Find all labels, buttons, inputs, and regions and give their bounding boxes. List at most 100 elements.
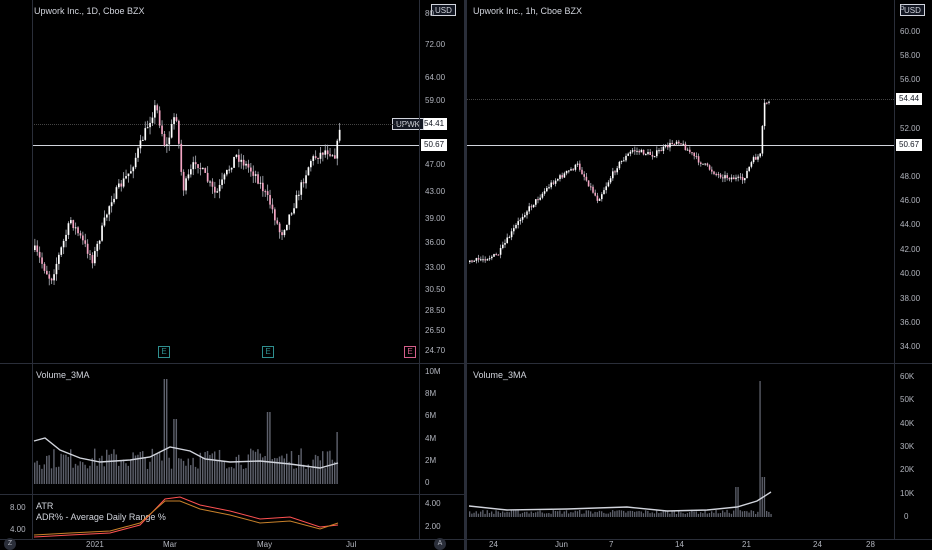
atr-adr-series bbox=[33, 496, 339, 538]
candle-body bbox=[695, 156, 698, 158]
volume-bar bbox=[142, 451, 144, 484]
left-price-tick: 36.00 bbox=[425, 238, 446, 247]
candle-body bbox=[269, 195, 271, 205]
candle-body bbox=[48, 274, 51, 279]
volume-bar bbox=[748, 512, 750, 517]
candle-body bbox=[110, 202, 113, 207]
chart-layout-divider[interactable] bbox=[464, 0, 467, 550]
left-time-tick: Mar bbox=[163, 540, 177, 549]
volume-bar bbox=[543, 513, 546, 517]
candle-body bbox=[475, 258, 478, 261]
candle-body bbox=[469, 260, 471, 262]
candle-body bbox=[240, 159, 243, 162]
candle-body bbox=[719, 174, 722, 178]
candle-body bbox=[618, 161, 621, 169]
volume-bar bbox=[484, 513, 486, 517]
candle-body bbox=[662, 146, 665, 151]
volume-bar bbox=[724, 512, 726, 517]
volume-bar bbox=[537, 511, 539, 517]
candle-body bbox=[638, 150, 640, 153]
candle-body bbox=[300, 182, 303, 195]
candle-body bbox=[257, 174, 259, 184]
upcoming-earnings-icon[interactable]: E bbox=[404, 346, 416, 358]
volume-bar bbox=[605, 513, 607, 517]
volume-bar bbox=[271, 459, 274, 484]
candle-body bbox=[761, 126, 764, 154]
right-volume-label: Volume_3MA bbox=[473, 370, 527, 380]
volume-bar bbox=[576, 511, 579, 517]
volume-bar bbox=[552, 510, 554, 517]
volume-bar bbox=[170, 468, 173, 484]
candle-body bbox=[634, 150, 636, 152]
candle-body bbox=[625, 155, 627, 161]
candle-body bbox=[233, 156, 235, 168]
volume-bar bbox=[579, 510, 581, 517]
candle-body bbox=[570, 169, 572, 171]
right-currency-label[interactable]: USD bbox=[900, 4, 925, 16]
candle-body bbox=[254, 174, 257, 176]
volume-bar bbox=[276, 458, 278, 484]
candle-body bbox=[197, 164, 199, 168]
right-price-tick: 52.00 bbox=[900, 124, 921, 133]
candle-body bbox=[120, 183, 123, 187]
volume-bar bbox=[673, 510, 675, 517]
left-pane-divider[interactable] bbox=[0, 363, 464, 364]
candle-body bbox=[103, 217, 106, 226]
candle-body bbox=[689, 149, 691, 153]
candle-body bbox=[706, 163, 709, 166]
candle-body bbox=[223, 174, 226, 180]
volume-bar bbox=[486, 510, 488, 517]
volume-bar bbox=[559, 510, 561, 517]
candle-body bbox=[55, 263, 58, 275]
volume-bar bbox=[638, 511, 640, 517]
right-price-tick: 38.00 bbox=[900, 294, 921, 303]
volume-bar bbox=[660, 512, 662, 517]
volume-bar bbox=[592, 513, 594, 517]
candle-body bbox=[559, 175, 561, 179]
left-pane-divider[interactable] bbox=[0, 494, 464, 495]
candle-body bbox=[750, 162, 753, 167]
candle-body bbox=[728, 177, 731, 180]
candle-body bbox=[506, 237, 508, 243]
volume-bar bbox=[158, 451, 161, 484]
candle-body bbox=[43, 263, 46, 271]
volume-bar bbox=[305, 468, 307, 484]
candle-body bbox=[746, 170, 748, 179]
right-volume-tick: 20K bbox=[900, 465, 915, 474]
earnings-icon[interactable]: E bbox=[262, 346, 274, 358]
volume-bar bbox=[708, 513, 711, 517]
candle-body bbox=[598, 199, 601, 201]
left-pane-axis-divider bbox=[32, 0, 33, 540]
left-price-tick: 30.50 bbox=[425, 285, 446, 294]
right-pane-divider[interactable] bbox=[467, 363, 932, 364]
candle-body bbox=[206, 172, 209, 182]
left-chart-pane[interactable]: Upwork Inc., 1D, Cboe BZX USD 80 72.00 6… bbox=[0, 0, 464, 550]
volume-bar bbox=[647, 510, 649, 517]
volume-ma-line bbox=[33, 437, 339, 469]
volume-bar bbox=[728, 512, 730, 517]
candle-body bbox=[324, 150, 327, 155]
candle-body bbox=[517, 221, 519, 225]
volume-bar bbox=[695, 511, 697, 517]
volume-bar bbox=[319, 460, 322, 484]
volume-bar bbox=[636, 511, 638, 517]
candle-body bbox=[592, 186, 594, 193]
volume-bar bbox=[581, 513, 583, 517]
right-chart-pane[interactable]: Upwork Inc., 1h, Cboe BZX USD 6 60.00 58… bbox=[467, 0, 932, 550]
left-currency-label[interactable]: USD bbox=[431, 4, 456, 16]
right-ref-price-line[interactable] bbox=[467, 145, 894, 146]
candle-body bbox=[185, 178, 187, 191]
zoom-reset-button[interactable]: Z bbox=[4, 538, 16, 550]
candle-body bbox=[499, 248, 502, 255]
volume-bar bbox=[609, 512, 612, 517]
left-ref-price-line[interactable] bbox=[32, 145, 419, 146]
volume-bar bbox=[214, 451, 216, 484]
volume-bar bbox=[151, 448, 154, 484]
candle-body bbox=[502, 244, 504, 249]
earnings-icon[interactable]: E bbox=[158, 346, 170, 358]
volume-bar bbox=[759, 381, 761, 517]
candle-body bbox=[250, 167, 252, 172]
left-last-price-tag: 54.41 bbox=[421, 118, 448, 130]
volume-bar bbox=[642, 513, 645, 517]
auto-scale-button[interactable]: A bbox=[434, 538, 446, 550]
